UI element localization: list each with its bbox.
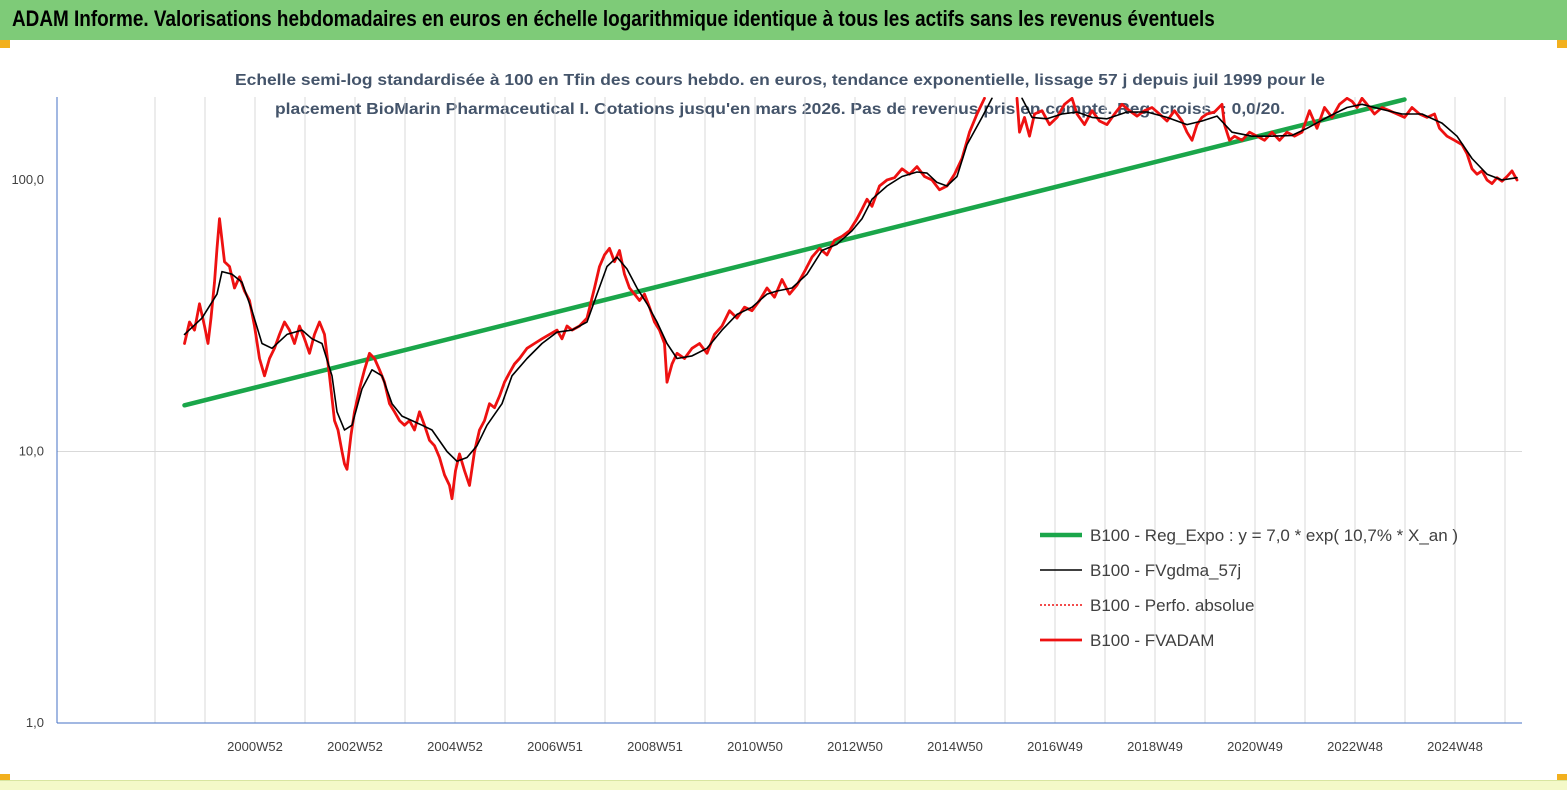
title-banner: ADAM Informe. Valorisations hebdomadaire… — [0, 0, 1567, 40]
chart: Echelle semi-log standardisée à 100 en T… — [11, 72, 1522, 754]
subtitle-line-2: placement BioMarin Pharmaceutical I. Cot… — [275, 101, 1285, 118]
x-tick-label: 2006W51 — [527, 739, 583, 754]
x-tick-label: 2022W48 — [1327, 739, 1383, 754]
grid — [57, 97, 1522, 723]
subtitle-line-1: Echelle semi-log standardisée à 100 en T… — [235, 72, 1325, 89]
corner-handle-bottom-left — [0, 774, 10, 782]
series-line-trend-0 — [182, 97, 1407, 408]
y-tick-label: 100,0 — [11, 172, 44, 187]
axes: 1,0 10,0 100,0 2000W52 2002W52 2004W52 2006W51… — [11, 97, 1522, 754]
legend-label-price: B100 - FVADAM — [1090, 631, 1214, 650]
bottom-frame-bar — [0, 780, 1567, 790]
chart-subtitle: Echelle semi-log standardisée à 100 en T… — [235, 72, 1325, 118]
x-tick-label: 2008W51 — [627, 739, 683, 754]
corner-handle-top-right — [1557, 40, 1567, 48]
legend-label-perfo: B100 - Perfo. absolue — [1090, 596, 1254, 615]
y-tick-label: 10,0 — [19, 444, 44, 459]
x-tick-label: 2002W52 — [327, 739, 383, 754]
x-tick-label: 2018W49 — [1127, 739, 1183, 754]
y-tick-label: 1,0 — [26, 715, 44, 730]
x-tick-label: 2024W48 — [1427, 739, 1483, 754]
corner-handle-top-left — [0, 40, 10, 48]
x-tick-label: 2000W52 — [227, 739, 283, 754]
series-line-smooth-5 — [1021, 97, 1518, 181]
x-tick-label: 2020W49 — [1227, 739, 1283, 754]
x-tick-label: 2012W50 — [827, 739, 883, 754]
x-tick-label: 2014W50 — [927, 739, 983, 754]
legend: B100 - Reg_Expo : y = 7,0 * exp( 10,7% *… — [1040, 526, 1458, 650]
series-line-smooth-1 — [183, 97, 993, 463]
series — [182, 97, 1519, 501]
x-tick-label: 2016W49 — [1027, 739, 1083, 754]
corner-handle-bottom-right — [1557, 774, 1567, 782]
page-title: ADAM Informe. Valorisations hebdomadaire… — [12, 6, 1215, 31]
legend-label-trend: B100 - Reg_Expo : y = 7,0 * exp( 10,7% *… — [1090, 526, 1458, 545]
series-line-price-3 — [183, 97, 986, 501]
x-tick-label: 2004W52 — [427, 739, 483, 754]
x-tick-label: 2010W50 — [727, 739, 783, 754]
legend-label-smooth: B100 - FVgdma_57j — [1090, 561, 1241, 580]
